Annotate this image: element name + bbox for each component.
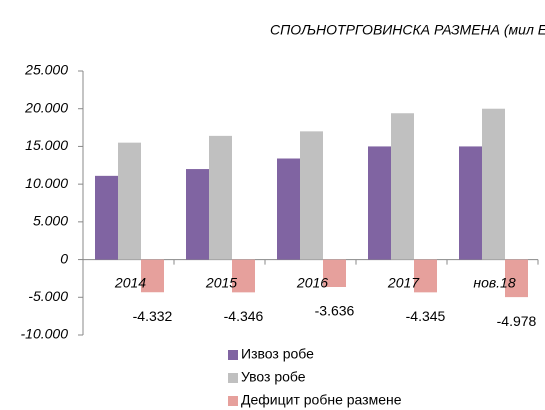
legend-swatch — [228, 373, 238, 383]
y-tick-label: 25.000 — [24, 62, 68, 78]
bar — [277, 158, 300, 260]
data-label: -4.346 — [224, 308, 264, 324]
bar — [209, 135, 232, 260]
y-tick-label: 15.000 — [25, 137, 68, 153]
bar — [118, 142, 141, 260]
x-tick-label: 2017 — [387, 274, 420, 290]
bar — [323, 259, 346, 287]
chart-title: СПОЉНОТРГОВИНСКА РАЗМЕНА (мил ЕУР) — [270, 22, 545, 38]
bar — [232, 259, 255, 293]
bar — [95, 175, 118, 260]
bar — [141, 259, 164, 293]
data-label: -4.978 — [497, 313, 537, 329]
data-label: -4.345 — [406, 308, 446, 324]
bar — [368, 146, 391, 260]
bar — [186, 169, 209, 260]
bar — [391, 113, 414, 260]
legend-label: Извоз робе — [241, 346, 314, 362]
x-tick-label: 2015 — [205, 274, 237, 290]
data-label: -3.636 — [315, 303, 355, 319]
x-tick-label: 2014 — [114, 274, 146, 290]
y-tick-label: 0 — [60, 250, 68, 266]
x-tick-label: 2016 — [296, 274, 328, 290]
legend-swatch — [228, 396, 238, 406]
legend-label: Дефицит робне размене — [241, 392, 402, 408]
bar — [482, 108, 505, 260]
legend-label: Увоз робе — [241, 369, 306, 385]
bar — [300, 131, 323, 260]
y-tick-label: 20.000 — [24, 99, 68, 115]
bar — [505, 259, 528, 298]
y-tick-label: 5.000 — [33, 213, 68, 229]
y-tick-label: 10.000 — [25, 175, 68, 191]
bar — [414, 259, 437, 293]
x-tick-label: нов.18 — [473, 274, 515, 290]
bar — [459, 146, 482, 260]
y-tick-label: -10.000 — [21, 326, 69, 342]
data-label: -4.332 — [133, 308, 173, 324]
legend-swatch — [228, 350, 238, 360]
y-tick-label: -5.000 — [28, 288, 68, 304]
